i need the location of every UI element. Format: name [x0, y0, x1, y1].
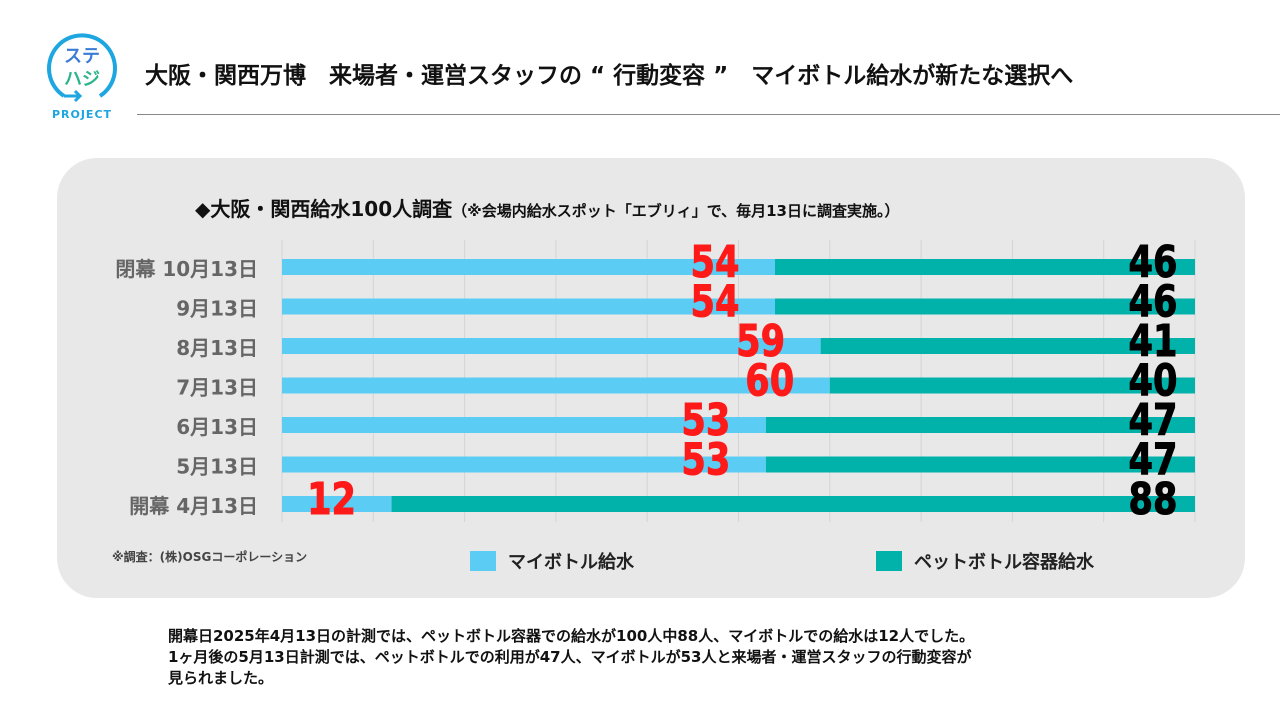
category-label: 5月13日	[176, 455, 258, 479]
data-label: 46	[1129, 237, 1178, 288]
bar-segment	[829, 377, 1195, 394]
bar-segment	[765, 456, 1195, 473]
bar-segment	[282, 298, 776, 315]
divider	[137, 114, 1280, 115]
legend-label: マイボトル給水	[508, 552, 634, 573]
data-label: 47	[1129, 395, 1178, 446]
bar-segment	[282, 259, 776, 275]
bar-segment	[391, 496, 1195, 512]
category-label: 8月13日	[176, 336, 258, 360]
category-label: 9月13日	[176, 297, 258, 321]
bar-segment	[282, 496, 392, 512]
legend-item-petbottle: ペットボトル容器給水	[876, 548, 1094, 574]
description-line: 開幕日2025年4月13日の計測では、ペットボトル容器での給水が100人中88人…	[168, 627, 975, 645]
category-label: 開幕 4月13日	[129, 494, 258, 518]
data-label: 41	[1129, 316, 1178, 367]
data-label: 54	[691, 277, 740, 328]
description-line: 1ヶ月後の5月13日計測では、ペットボトルでの利用が47人、マイボトルが53人と…	[168, 648, 972, 666]
legend-swatch	[470, 551, 496, 571]
data-label: 54	[691, 237, 740, 288]
chart-title: ◆大阪・関西給水100人調査（※会場内給水スポット「エブリィ」で、毎月13日に調…	[195, 193, 900, 222]
category-label: 閉幕 10月13日	[115, 257, 258, 281]
data-label: 47	[1129, 435, 1178, 486]
bar-segment	[282, 377, 830, 394]
chart-title-text: ◆大阪・関西給水100人調査	[195, 197, 453, 221]
description-line: 見られました。	[168, 669, 274, 687]
data-label: 53	[681, 435, 730, 486]
logo: ステ ハジ PROJECT	[44, 30, 120, 120]
category-label: 6月13日	[176, 415, 258, 439]
legend-item-mybottle: マイボトル給水	[470, 548, 634, 574]
svg-text:PROJECT: PROJECT	[52, 108, 112, 120]
data-label: 12	[307, 474, 356, 525]
bar-segment	[282, 338, 821, 354]
svg-text:ステ: ステ	[64, 46, 100, 67]
data-label: 60	[745, 356, 794, 407]
legend-swatch	[876, 551, 902, 571]
chart-subtitle: （※会場内給水スポット「エブリィ」で、毎月13日に調査実施。）	[452, 202, 900, 220]
legend-label: ペットボトル容器給水	[914, 552, 1094, 573]
data-label: 88	[1129, 474, 1178, 525]
source-note: ※調査：(株)OSGコーポレーション	[112, 550, 308, 564]
bar-segment	[775, 259, 1195, 275]
data-label: 59	[736, 316, 785, 367]
data-label: 40	[1129, 356, 1178, 407]
bar-segment	[775, 298, 1195, 315]
logo-mark: ステ ハジ PROJECT	[47, 33, 117, 120]
page-title: 大阪・関西万博 来場者・運営スタッフの “ 行動変容 ” マイボトル給水が新たな…	[145, 63, 1074, 89]
bar-segment	[765, 417, 1195, 433]
category-label: 7月13日	[176, 376, 258, 400]
data-label: 53	[681, 395, 730, 446]
data-label: 46	[1129, 277, 1178, 328]
bar-segment	[820, 338, 1195, 354]
svg-text:ハジ: ハジ	[64, 69, 100, 90]
description: 開幕日2025年4月13日の計測では、ペットボトル容器での給水が100人中88人…	[168, 626, 1168, 689]
bar-segment	[282, 456, 766, 473]
bar-segment	[282, 417, 766, 433]
